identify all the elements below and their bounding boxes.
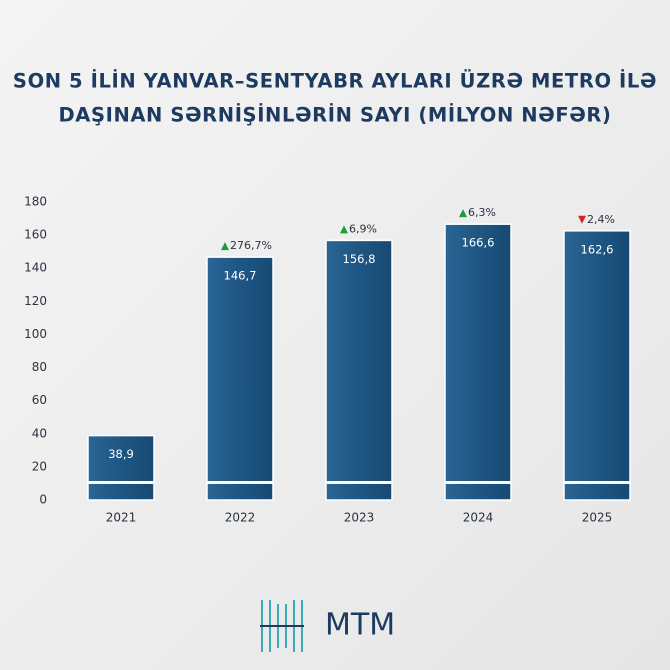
y-tick-label: 80 <box>32 360 47 374</box>
x-tick-label: 2024 <box>463 511 494 525</box>
change-label: 276,7% <box>230 239 272 252</box>
y-tick-label: 120 <box>24 294 47 308</box>
bar <box>206 256 274 501</box>
x-tick-label: 2021 <box>106 511 137 525</box>
y-tick-label: 180 <box>24 195 47 209</box>
value-label: 166,6 <box>462 236 495 250</box>
y-tick-label: 160 <box>24 228 47 242</box>
change-label: 2,4% <box>587 213 615 226</box>
bar-stripe <box>207 481 273 484</box>
chart-title: DAŞINAN SƏRNİŞİNLƏRİN SAYI (MİLYON NƏFƏR… <box>58 103 611 127</box>
bar-stripe <box>445 481 511 484</box>
up-arrow <box>459 209 467 218</box>
logo: MTM <box>260 600 395 652</box>
y-tick-label: 20 <box>32 459 47 473</box>
bar-stripe <box>564 481 630 484</box>
x-tick-label: 2022 <box>225 511 256 525</box>
up-arrow <box>221 242 229 251</box>
y-tick-label: 140 <box>24 261 47 275</box>
x-tick-label: 2025 <box>582 511 613 525</box>
bar <box>87 434 155 501</box>
bar <box>325 239 393 501</box>
logo-text: MTM <box>325 608 395 643</box>
y-tick-label: 60 <box>32 393 47 407</box>
y-tick-label: 40 <box>32 426 47 440</box>
down-arrow <box>578 215 586 224</box>
change-label: 6,3% <box>468 206 496 219</box>
bar-stripe <box>326 481 392 484</box>
value-label: 38,9 <box>108 447 134 461</box>
x-tick-label: 2023 <box>344 511 375 525</box>
chart-title: SON 5 İLİN YANVAR–SENTYABR AYLARI ÜZRƏ M… <box>13 69 657 93</box>
y-tick-label: 100 <box>24 327 47 341</box>
y-tick-label: 0 <box>39 493 47 507</box>
bar-stripe <box>88 481 154 484</box>
bar <box>563 230 631 501</box>
value-label: 156,8 <box>343 252 376 266</box>
value-label: 146,7 <box>224 269 257 283</box>
up-arrow <box>340 225 348 234</box>
bar <box>444 223 512 501</box>
change-label: 6,9% <box>349 222 377 235</box>
value-label: 162,6 <box>581 242 614 256</box>
